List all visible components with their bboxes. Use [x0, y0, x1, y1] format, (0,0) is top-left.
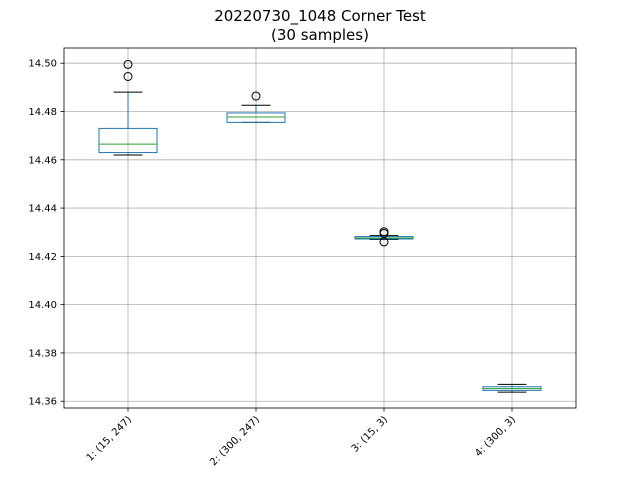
outlier-point: [123, 71, 133, 81]
x-axis-ticks: 1: (15, 247) 2: (300, 247) 3: (15, 3) 4: (3…: [85, 408, 518, 468]
outlier-point: [379, 237, 389, 247]
x-tick-label: 3: (15, 3): [350, 414, 390, 454]
y-tick-label: 14.38: [28, 348, 57, 359]
outlier-point: [251, 91, 261, 101]
chart-title-line-2: (30 samples): [271, 26, 369, 44]
outlier-point: [123, 59, 133, 69]
x-tick-label: 4: (300, 3): [473, 414, 518, 459]
box-group: [226, 91, 286, 123]
iqr-box: [98, 127, 158, 154]
boxes: [98, 59, 542, 393]
box-group: [98, 59, 158, 156]
y-tick-label: 14.42: [28, 252, 57, 263]
y-axis-ticks: 14.36 14.38 14.40 14.42 14.44 14.46 14.48 14.50: [28, 59, 64, 408]
y-tick-label: 14.50: [28, 59, 57, 70]
x-tick-label: 2: (300, 247): [208, 414, 262, 468]
box-group: [482, 383, 542, 393]
y-tick-label: 14.44: [28, 204, 57, 215]
y-tick-label: 14.36: [28, 397, 57, 408]
y-tick-label: 14.46: [28, 155, 57, 166]
x-tick-label: 1: (15, 247): [85, 414, 134, 463]
iqr-box: [226, 112, 286, 123]
box-group: [354, 227, 414, 247]
y-tick-label: 14.40: [28, 300, 57, 311]
chart-title-line-1: 20220730_1048 Corner Test: [214, 7, 426, 26]
plot-area-frame: [63, 47, 577, 409]
y-tick-label: 14.48: [28, 107, 57, 118]
grid: [64, 48, 576, 408]
